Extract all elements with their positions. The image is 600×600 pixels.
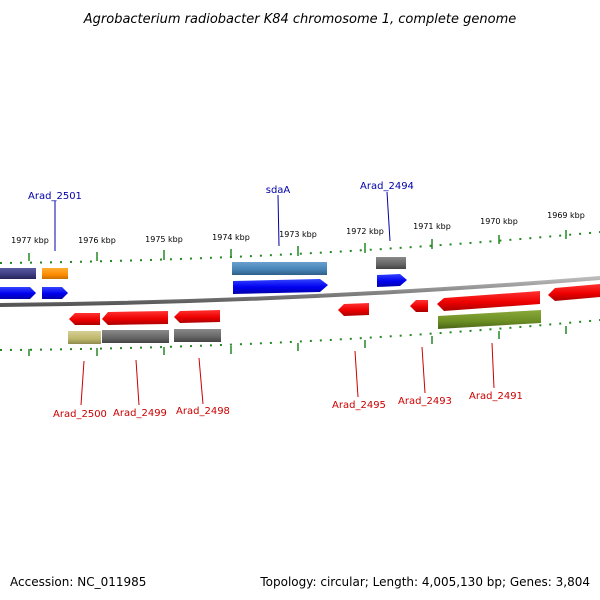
- gene-label-arad-2499[interactable]: Arad_2499: [113, 408, 167, 419]
- gene-label-arad-2491[interactable]: Arad_2491: [469, 391, 523, 402]
- feature-box: [232, 262, 327, 275]
- reverse-gene-arrow[interactable]: [174, 310, 220, 323]
- gene-labels: Arad_2501 sdaA Arad_2494 Arad_2500 Arad_…: [28, 181, 523, 420]
- gene-label-arad-2494[interactable]: Arad_2494: [360, 181, 414, 192]
- feature-box: [102, 330, 169, 343]
- reverse-label-leaders: [80, 342, 495, 406]
- forward-gene-arrow[interactable]: [42, 287, 68, 299]
- scale-label: 1977 kbp: [11, 236, 49, 245]
- reverse-gene-arrow[interactable]: [410, 300, 428, 312]
- gene-label-arad-2501[interactable]: Arad_2501: [28, 191, 82, 202]
- scale-label: 1971 kbp: [413, 222, 451, 231]
- feature-box: [376, 257, 406, 269]
- reverse-gene-arrow[interactable]: [69, 313, 100, 325]
- scale-labels: 1977 kbp 1976 kbp 1975 kbp 1974 kbp 1973…: [11, 211, 585, 245]
- chromosome-backbone: [0, 276, 600, 307]
- lower-feature-row: [68, 310, 541, 344]
- forward-gene-arrow[interactable]: [0, 287, 36, 299]
- reverse-gene-arrow[interactable]: [548, 284, 600, 301]
- gene-label-arad-2495[interactable]: Arad_2495: [332, 400, 386, 411]
- lower-scale-ticks: [0, 319, 600, 356]
- feature-box: [42, 268, 68, 279]
- forward-genes: [0, 274, 407, 299]
- upper-feature-row: [0, 257, 406, 279]
- upper-scale-ticks: [0, 230, 600, 264]
- forward-gene-arrow[interactable]: [377, 274, 407, 287]
- feature-box: [0, 268, 36, 279]
- scale-label: 1973 kbp: [279, 230, 317, 239]
- scale-label: 1974 kbp: [212, 233, 250, 242]
- scale-label: 1976 kbp: [78, 236, 116, 245]
- gene-label-sdaa[interactable]: sdaA: [266, 185, 291, 196]
- topology-text: Topology: circular; Length: 4,005,130 bp…: [259, 575, 590, 589]
- reverse-gene-arrow[interactable]: [437, 291, 540, 311]
- scale-label: 1972 kbp: [346, 227, 384, 236]
- map-title: Agrobacterium radiobacter K84 chromosome…: [83, 12, 516, 27]
- gene-label-arad-2493[interactable]: Arad_2493: [398, 396, 452, 407]
- forward-gene-arrow[interactable]: [233, 279, 328, 294]
- feature-box: [438, 310, 541, 329]
- feature-box: [174, 329, 221, 342]
- scale-label: 1969 kbp: [547, 211, 585, 220]
- forward-label-leaders: [54, 191, 391, 251]
- reverse-genes: [69, 284, 600, 325]
- reverse-gene-arrow[interactable]: [102, 311, 168, 325]
- reverse-gene-arrow[interactable]: [338, 303, 369, 316]
- gene-label-arad-2500[interactable]: Arad_2500: [53, 409, 107, 420]
- scale-label: 1970 kbp: [480, 217, 518, 226]
- gene-label-arad-2498[interactable]: Arad_2498: [176, 406, 230, 417]
- feature-box: [68, 331, 101, 344]
- scale-label: 1975 kbp: [145, 235, 183, 244]
- accession-text: Accession: NC_011985: [10, 575, 146, 589]
